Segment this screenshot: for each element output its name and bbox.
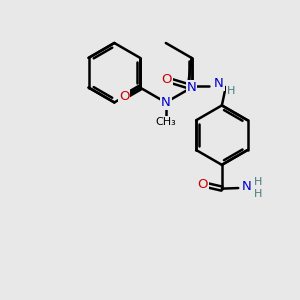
Text: N: N [187,81,196,94]
Text: N: N [214,77,224,90]
Text: O: O [119,90,129,103]
Text: O: O [161,73,172,86]
Text: N: N [242,180,251,193]
Text: H: H [254,176,262,187]
Text: N: N [161,96,171,109]
Text: H: H [254,189,262,199]
Text: CH₃: CH₃ [155,117,176,127]
Text: H: H [226,86,235,96]
Text: O: O [197,178,208,191]
